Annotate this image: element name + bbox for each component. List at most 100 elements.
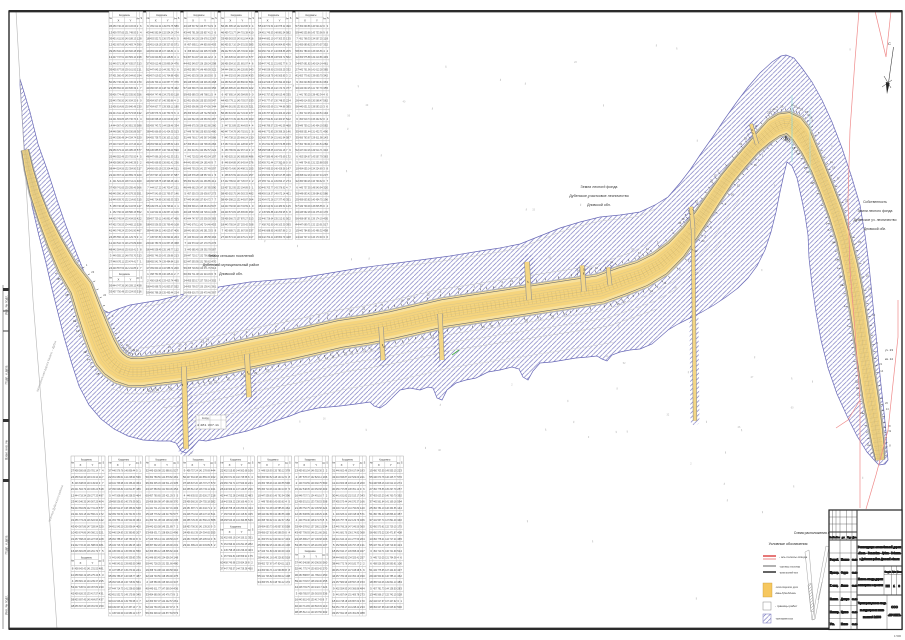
svg-text:43: 43	[71, 524, 75, 528]
svg-text:25: 25	[249, 173, 253, 177]
svg-text:4: 4	[177, 291, 179, 295]
svg-text:№: №	[295, 462, 298, 465]
svg-text:142 211.85: 142 211.85	[125, 266, 136, 270]
svg-text:447 541.69: 447 541.69	[150, 192, 161, 196]
svg-text:3: 3	[252, 74, 254, 78]
svg-text:133 198.92: 133 198.92	[161, 518, 172, 522]
svg-text:39: 39	[221, 49, 225, 53]
svg-text:452 727.67: 452 727.67	[261, 562, 272, 566]
svg-text:14: 14	[886, 407, 889, 411]
svg-text:442 526.67: 442 526.67	[262, 80, 273, 84]
svg-text:13: 13	[332, 524, 336, 528]
svg-text:Y: Y	[91, 463, 93, 467]
svg-text:14: 14	[401, 299, 404, 303]
svg-text:459 721.77: 459 721.77	[225, 30, 236, 34]
svg-text:144 790.82: 144 790.82	[348, 506, 359, 510]
svg-text:444 663.38: 444 663.38	[336, 481, 347, 485]
svg-text:131 888.61: 131 888.61	[161, 469, 172, 473]
svg-text:457 514.97: 457 514.97	[187, 55, 198, 59]
svg-text:445 580.96: 445 580.96	[149, 580, 160, 584]
svg-text:2: 2	[360, 562, 362, 566]
svg-text:41: 41	[108, 549, 112, 553]
svg-text:143 476.73: 143 476.73	[161, 593, 172, 597]
svg-text:57: 57	[173, 611, 177, 615]
svg-text:33: 33	[286, 92, 290, 96]
svg-text:8: 8	[323, 598, 325, 602]
svg-text:34: 34	[397, 518, 401, 522]
svg-text:Дир: Дир	[174, 18, 177, 20]
svg-text:56: 56	[136, 580, 140, 584]
svg-text:Координаты: Координаты	[305, 13, 316, 17]
svg-text:7: 7	[296, 37, 298, 41]
svg-text:137 814.72: 137 814.72	[199, 198, 210, 202]
svg-text:140 242.17: 140 242.17	[311, 585, 322, 589]
svg-text:2: 2	[177, 524, 179, 528]
svg-text:8: 8	[139, 586, 141, 590]
svg-text:34: 34	[108, 524, 112, 528]
svg-text:19: 19	[323, 475, 327, 479]
svg-text:37: 37	[109, 185, 113, 189]
svg-text:6: 6	[177, 61, 179, 65]
svg-text:1: 1	[251, 536, 253, 540]
svg-text:3: 3	[177, 254, 179, 258]
svg-text:8: 8	[252, 223, 254, 227]
svg-text:453 623.23: 453 623.23	[373, 493, 384, 497]
svg-text:6: 6	[177, 586, 179, 590]
svg-text:144 483.52: 144 483.52	[274, 204, 285, 208]
svg-text:15: 15	[184, 68, 188, 72]
svg-text:147 569.54: 147 569.54	[161, 586, 172, 590]
svg-text:S: S	[401, 462, 403, 465]
svg-text:455 738.73: 455 738.73	[150, 136, 161, 140]
svg-text:1: 1	[140, 192, 142, 196]
svg-text:1: 1	[214, 487, 216, 491]
svg-text:4: 4	[177, 30, 179, 34]
svg-text:6: 6	[177, 161, 179, 165]
svg-text:40: 40	[323, 487, 327, 491]
svg-text:4: 4	[139, 481, 141, 485]
svg-text:27: 27	[211, 241, 215, 245]
svg-text:446 572.54: 446 572.54	[262, 24, 273, 28]
svg-text:11: 11	[184, 117, 187, 121]
svg-text:2: 2	[327, 142, 329, 146]
svg-text:8: 8	[177, 241, 179, 245]
svg-text:0: 0	[140, 136, 142, 140]
svg-text:448 768.18: 448 768.18	[224, 506, 235, 510]
svg-text:X: X	[229, 18, 231, 22]
svg-text:458 687.61: 458 687.61	[299, 216, 310, 220]
svg-text:4: 4	[327, 111, 329, 115]
svg-text:7: 7	[252, 235, 254, 239]
svg-text:0: 0	[326, 481, 328, 485]
svg-text:459 551.44: 459 551.44	[299, 130, 310, 134]
svg-text:0: 0	[725, 202, 727, 206]
svg-text:24: 24	[184, 278, 188, 282]
svg-text:13: 13	[184, 105, 188, 109]
svg-text:№: №	[221, 17, 224, 20]
svg-text:23: 23	[221, 167, 225, 171]
svg-text:451 685.18: 451 685.18	[225, 24, 236, 28]
svg-text:459 522.28: 459 522.28	[225, 80, 236, 84]
svg-text:23: 23	[209, 380, 212, 384]
svg-text:140 598.39: 140 598.39	[273, 531, 284, 535]
svg-text:18: 18	[332, 549, 336, 553]
svg-text:455 711.11: 455 711.11	[262, 179, 273, 183]
svg-text:57: 57	[249, 161, 253, 165]
svg-text:Y: Y	[91, 561, 93, 565]
svg-text:454 672.26: 454 672.26	[262, 198, 273, 202]
svg-text:133 224.93: 133 224.93	[125, 290, 136, 294]
svg-text:26: 26	[211, 37, 215, 41]
svg-text:48: 48	[248, 493, 252, 497]
svg-text:46: 46	[285, 506, 289, 510]
svg-text:136 709.62: 136 709.62	[311, 179, 322, 183]
svg-text:23: 23	[146, 80, 150, 84]
svg-text:10: 10	[295, 167, 299, 171]
svg-text:453 612.48: 453 612.48	[150, 61, 161, 65]
svg-text:2: 2	[177, 86, 179, 90]
svg-text:35: 35	[295, 130, 299, 134]
svg-text:142 600.62: 142 600.62	[273, 500, 284, 504]
svg-text:7: 7	[140, 229, 142, 233]
svg-text:443 534.32: 443 534.32	[187, 235, 198, 239]
svg-text:443 643.68: 443 643.68	[187, 198, 198, 202]
svg-text:5: 5	[400, 537, 402, 541]
svg-text:7: 7	[221, 512, 223, 516]
svg-text:447 699.71: 447 699.71	[299, 223, 310, 227]
